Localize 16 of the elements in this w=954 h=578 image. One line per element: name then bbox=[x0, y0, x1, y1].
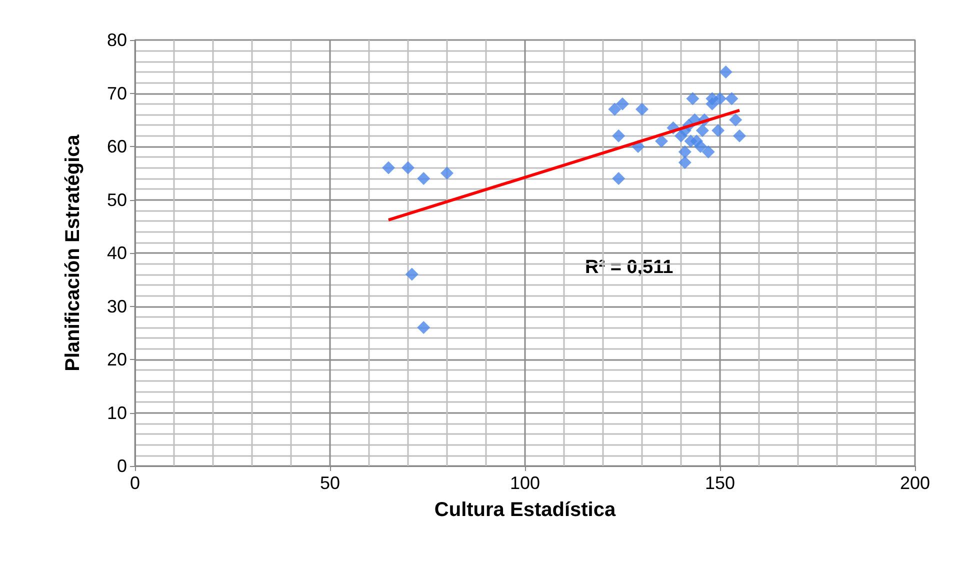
x-axis-title: Cultura Estadística bbox=[434, 499, 616, 521]
y-tick-label: 40 bbox=[106, 243, 127, 263]
x-tick-label: 200 bbox=[900, 473, 930, 493]
y-tick-label: 70 bbox=[106, 83, 127, 104]
x-tick-label: 150 bbox=[704, 473, 736, 493]
y-tick-label: 60 bbox=[106, 136, 127, 156]
y-tick-label: 0 bbox=[116, 456, 127, 476]
y-tick-label: 50 bbox=[106, 190, 127, 210]
y-tick-label: 30 bbox=[106, 296, 127, 316]
y-tick-label: 10 bbox=[106, 402, 127, 423]
y-axis-title: Planificación Estratégica bbox=[62, 134, 84, 372]
x-tick-label: 50 bbox=[320, 473, 340, 493]
y-tick-label: 80 bbox=[106, 30, 127, 50]
x-tick-label: 100 bbox=[510, 473, 540, 493]
y-tick-label: 20 bbox=[106, 350, 127, 370]
x-tick-label: 0 bbox=[130, 473, 140, 493]
